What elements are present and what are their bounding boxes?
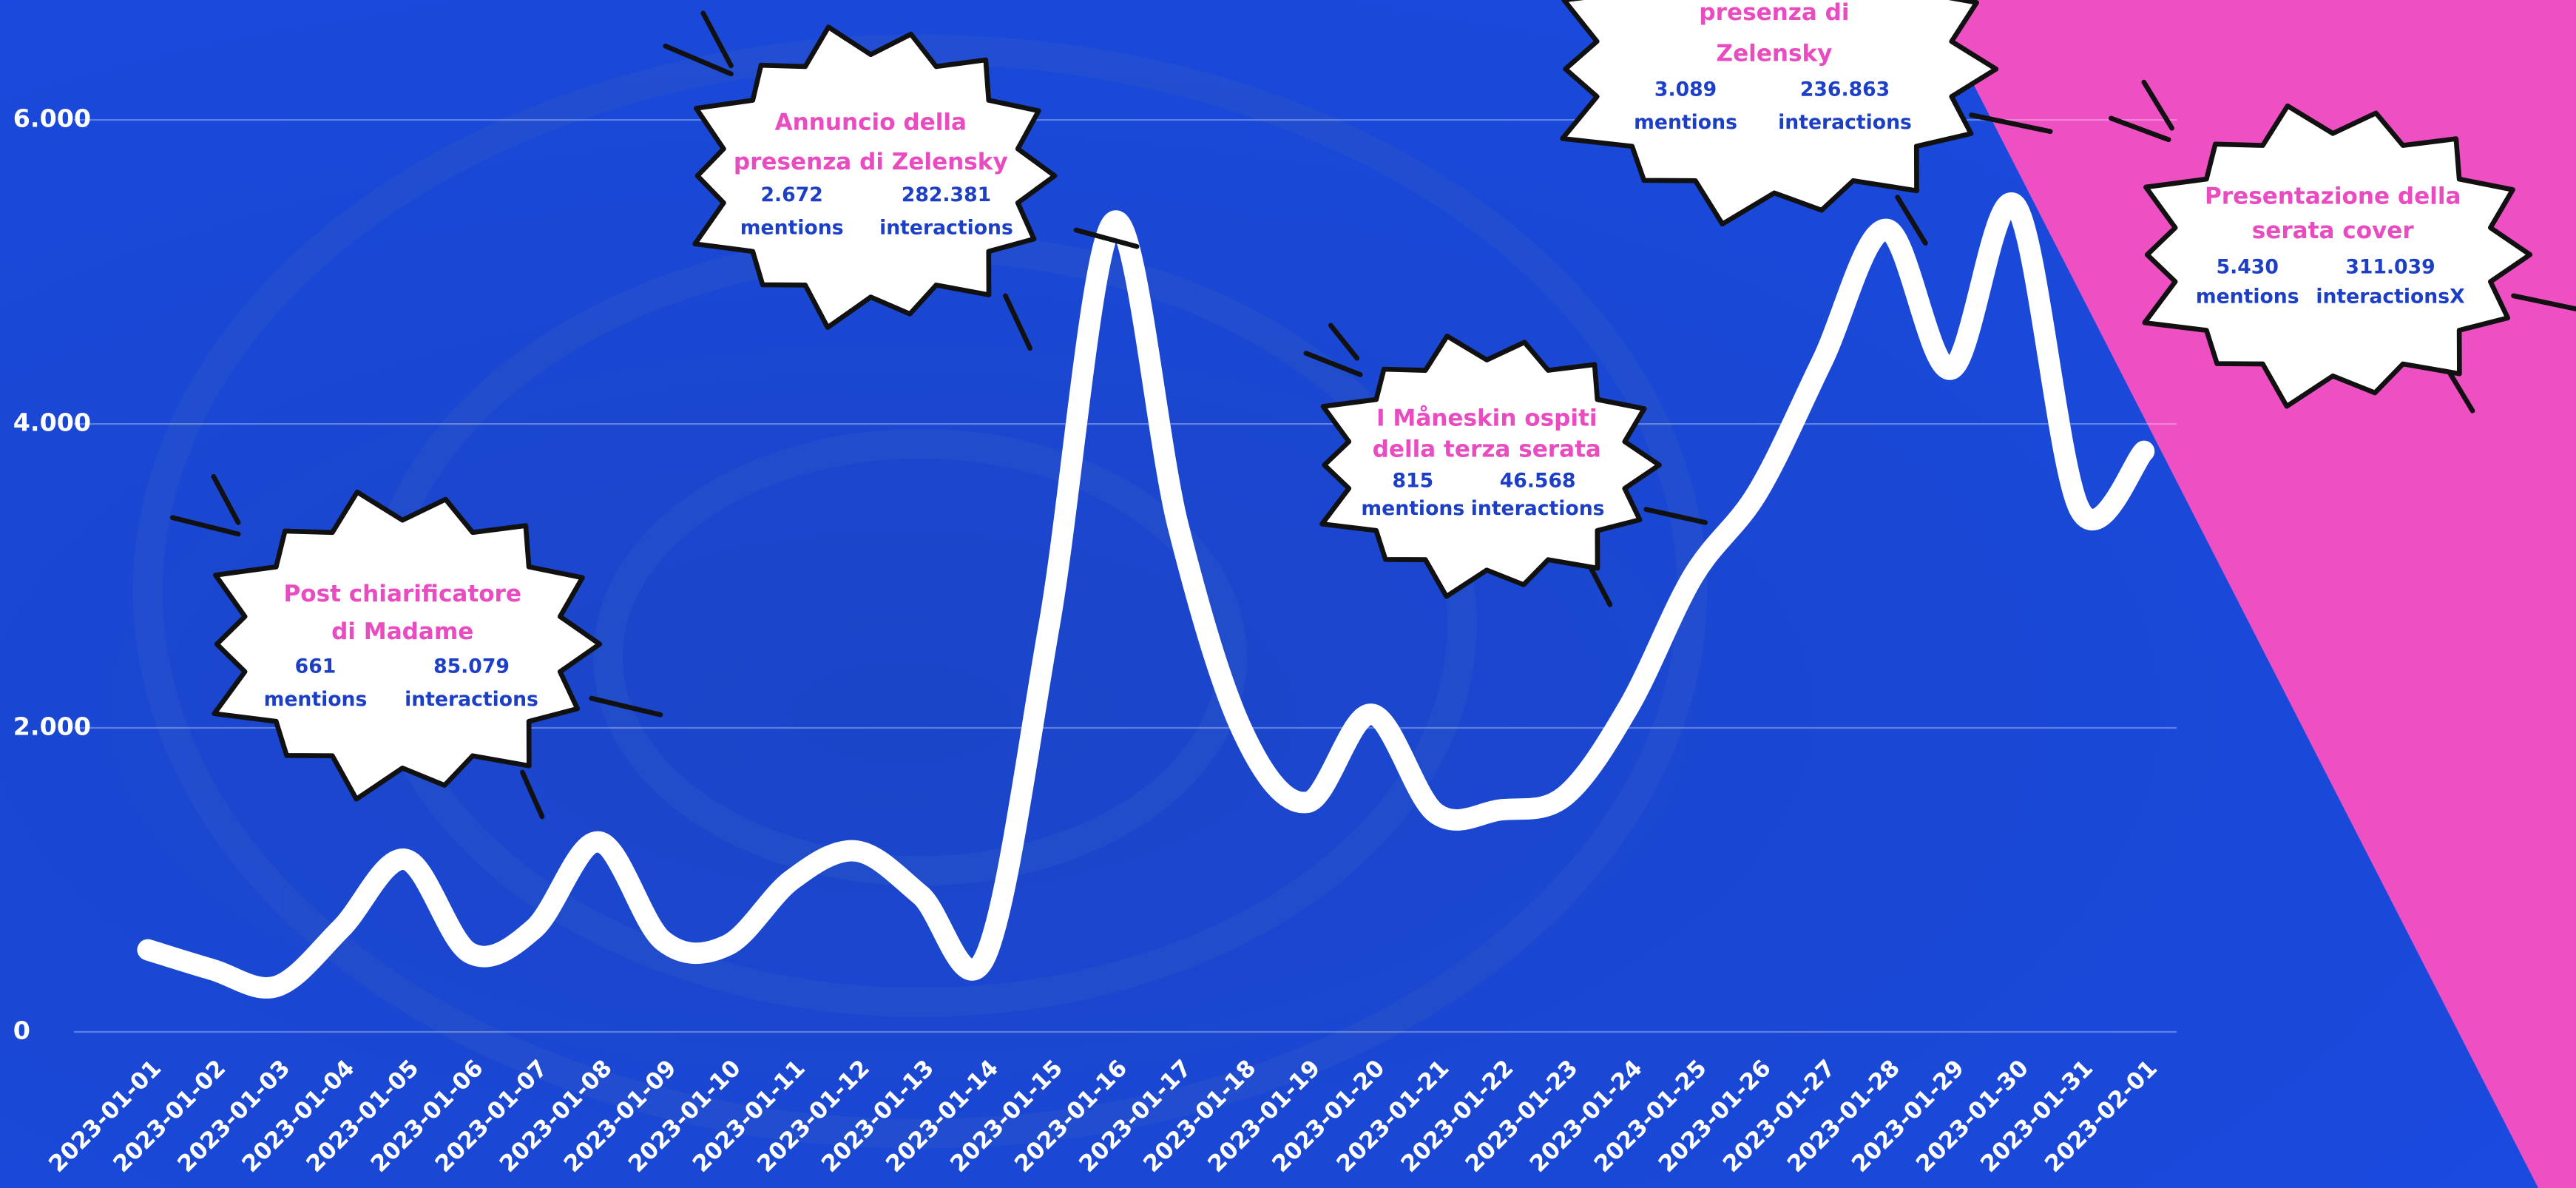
burst-ray xyxy=(211,473,241,525)
speech-bubble xyxy=(1560,0,1999,227)
annotation-title: Annuncio della xyxy=(775,109,967,136)
y-tick-label: 4.000 xyxy=(13,408,91,437)
burst-ray xyxy=(2511,293,2576,311)
burst-ray xyxy=(2445,367,2475,414)
annotation-title: della terza serata xyxy=(1373,436,1601,463)
annotation: Presentazione della serata cover 5.430 311.… xyxy=(2109,79,2576,414)
speech-bubble xyxy=(1319,334,1662,599)
y-tick-label: 0 xyxy=(13,1016,30,1044)
burst-ray xyxy=(1587,564,1613,607)
burst-ray xyxy=(1003,293,1033,351)
mentions-label: mentions xyxy=(1361,497,1464,520)
interactions-label: interactionsX xyxy=(2316,286,2464,308)
annotation-title: Post chiarificatore xyxy=(283,581,521,607)
y-tick-label: 6.000 xyxy=(13,104,91,133)
burst-ray xyxy=(1969,112,2053,135)
speech-bubble xyxy=(692,24,1058,330)
burst-ray xyxy=(2109,115,2171,143)
interactions-label: interactions xyxy=(879,216,1013,239)
annotation: I Måneskin ospiti della terza serata 815 46… xyxy=(1303,323,1708,607)
mentions-value: 661 xyxy=(295,655,337,678)
burst-ray xyxy=(1895,195,1928,246)
annotation-title: di Madame xyxy=(331,618,473,645)
interactions-value: 85.079 xyxy=(433,655,510,678)
mentions-value: 2.672 xyxy=(761,183,823,206)
mentions-value: 3.089 xyxy=(1654,78,1717,101)
burst-ray xyxy=(2141,79,2174,131)
interactions-value: 236.863 xyxy=(1800,78,1890,101)
burst-ray xyxy=(520,769,545,820)
burst-ray xyxy=(169,515,241,537)
annotation-title: presenza di xyxy=(1699,0,1849,26)
burst-ray xyxy=(1303,351,1363,377)
burst-ray xyxy=(589,695,663,718)
mentions-label: mentions xyxy=(1634,111,1737,134)
line xyxy=(137,192,2155,999)
mentions-value: 5.430 xyxy=(2217,256,2279,279)
burst-ray xyxy=(1073,227,1140,249)
burst-ray xyxy=(1643,507,1708,525)
mentions-label: mentions xyxy=(264,688,368,711)
annotation-title: I Måneskin ospiti xyxy=(1376,404,1598,431)
annotation-title: Zelensky xyxy=(1717,40,1833,67)
annotation-title: Presentazione della xyxy=(2205,183,2461,210)
burst-ray xyxy=(700,10,734,69)
mentions-label: mentions xyxy=(740,216,844,239)
interactions-value: 46.568 xyxy=(1500,469,1576,492)
annotation-title: presenza di Zelensky xyxy=(734,149,1008,175)
speech-bubble xyxy=(2142,103,2533,409)
interactions-value: 311.039 xyxy=(2345,256,2435,279)
interactions-label: interactions xyxy=(405,688,538,711)
speech-bubble xyxy=(212,489,603,802)
interactions-value: 282.381 xyxy=(902,183,991,206)
interactions-label: interactions xyxy=(1778,111,1912,134)
interactions-label: interactions xyxy=(1471,497,1605,520)
burst-ray xyxy=(1328,323,1360,361)
annotation: Post chiarificatore di Madame 661 85.079 men… xyxy=(169,473,663,820)
mentions-label: mentions xyxy=(2196,286,2299,308)
annotation-title: serata cover xyxy=(2252,217,2415,244)
annotation: Annuncio della presenza di Zelensky 2.672 2… xyxy=(663,10,1140,351)
mentions-value: 815 xyxy=(1393,469,1434,492)
y-tick-label: 2.000 xyxy=(13,712,91,741)
burst-ray xyxy=(663,43,734,77)
